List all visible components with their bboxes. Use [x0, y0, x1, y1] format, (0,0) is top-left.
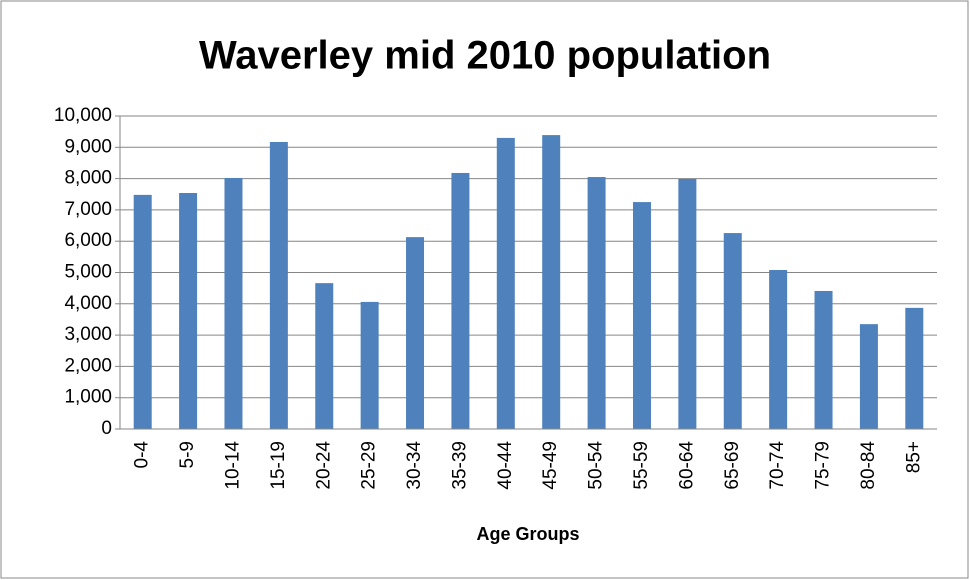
bar [133, 194, 152, 429]
x-tick-label: 15-19 [268, 441, 289, 490]
bar [814, 290, 833, 429]
bar [451, 172, 470, 429]
bar [769, 269, 788, 429]
bar [859, 324, 878, 429]
y-tick-label: 2,000 [64, 355, 112, 376]
x-tick-label: 65-69 [722, 441, 743, 490]
y-tick-label: 0 [101, 418, 112, 439]
bar [587, 177, 606, 429]
bar [496, 137, 515, 429]
x-tick-label: 55-59 [631, 441, 652, 490]
x-tick-label: 20-24 [313, 441, 334, 490]
x-tick-label: 70-74 [767, 441, 788, 490]
bar [315, 283, 334, 429]
x-tick-label: 85+ [903, 441, 924, 473]
x-tick-label: 50-54 [586, 441, 607, 490]
y-tick-label: 6,000 [64, 230, 112, 251]
y-tick-label: 1,000 [64, 387, 112, 408]
x-tick-label: 75-79 [813, 441, 834, 490]
bar [678, 178, 697, 429]
x-tick-label: 0-4 [132, 441, 153, 469]
x-tick-label: 80-84 [858, 441, 879, 490]
x-tick-label: 60-64 [676, 441, 697, 490]
y-tick-label: 10,000 [54, 105, 112, 126]
bar [179, 192, 198, 429]
bar [542, 135, 561, 429]
y-tick-label: 4,000 [64, 293, 112, 314]
bar [632, 202, 651, 429]
bar [224, 177, 243, 429]
y-tick-label: 3,000 [64, 324, 112, 345]
x-tick-label: 25-29 [359, 441, 380, 490]
x-tick-label: 40-44 [495, 441, 516, 490]
bar [905, 307, 924, 429]
chart-title: Waverley mid 2010 population [199, 34, 771, 78]
x-axis-title: Age Groups [476, 524, 579, 544]
y-tick-label: 9,000 [64, 136, 112, 157]
x-tick-label: 35-39 [449, 441, 470, 490]
x-tick-label: 30-34 [404, 441, 425, 490]
x-tick-label: 5-9 [177, 441, 198, 468]
bar [723, 233, 742, 429]
y-tick-label: 7,000 [64, 199, 112, 220]
y-tick-label: 5,000 [64, 262, 112, 283]
x-tick-label: 45-49 [540, 441, 561, 490]
y-tick-label: 8,000 [64, 168, 112, 189]
bar [360, 301, 379, 429]
bar [406, 237, 425, 429]
x-tick-label: 10-14 [222, 441, 243, 490]
bar [269, 141, 288, 429]
